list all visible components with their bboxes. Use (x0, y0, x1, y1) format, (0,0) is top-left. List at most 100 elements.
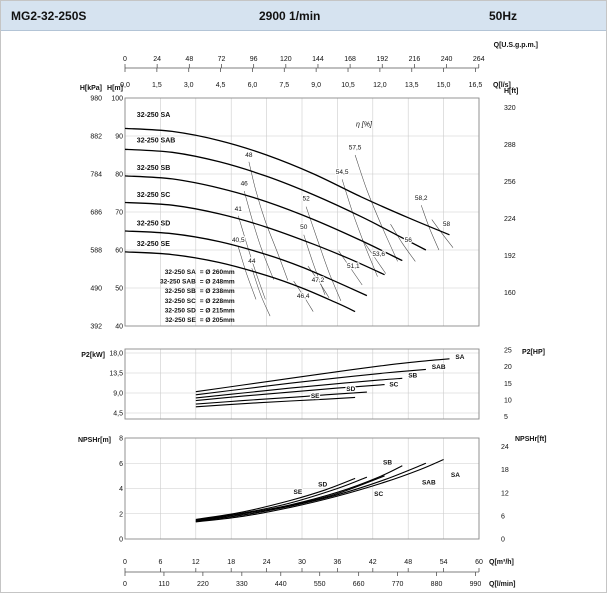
svg-text:5: 5 (504, 414, 508, 421)
svg-text:46: 46 (241, 180, 249, 187)
svg-text:6: 6 (501, 513, 505, 520)
svg-text:0: 0 (123, 56, 127, 63)
svg-text:24: 24 (263, 559, 271, 566)
svg-text:13,5: 13,5 (109, 371, 123, 378)
svg-text:Q[l/min]: Q[l/min] (489, 581, 515, 588)
svg-text:42: 42 (369, 559, 377, 566)
bottom-flow-axes: 0 6 12 18 24 30 36 42 48 54 60 Q[m³/h] 0 110 220 330 440… (123, 559, 515, 588)
svg-text:P2[HP]: P2[HP] (522, 349, 545, 356)
svg-text:18: 18 (227, 559, 235, 566)
svg-text:216: 216 (409, 56, 421, 63)
svg-text:110: 110 (158, 581, 169, 588)
svg-text:550: 550 (314, 581, 326, 588)
svg-text:490: 490 (90, 286, 102, 293)
svg-text:100: 100 (111, 96, 123, 103)
svg-text:18,0: 18,0 (109, 351, 123, 358)
header-bar: MG2-32-250S 2900 1/min 50Hz (1, 1, 606, 31)
svg-text:4,5: 4,5 (216, 82, 226, 89)
svg-text:H[kPa]: H[kPa] (80, 85, 102, 92)
svg-text:32-250 SAB: 32-250 SAB (137, 137, 176, 144)
svg-text:52: 52 (303, 196, 311, 203)
svg-text:SC: SC (389, 381, 398, 388)
svg-text:7,5: 7,5 (279, 82, 289, 89)
svg-text:588: 588 (90, 248, 102, 255)
svg-text:96: 96 (250, 56, 258, 63)
svg-text:256: 256 (504, 179, 516, 186)
svg-text:57,5: 57,5 (349, 144, 362, 151)
svg-text:12,0: 12,0 (373, 82, 387, 89)
svg-text:SAB: SAB (432, 364, 446, 371)
svg-text:56: 56 (405, 237, 413, 244)
p2-curve-SB (195, 377, 403, 399)
svg-text:32-250 SB: 32-250 SB (137, 165, 170, 172)
npsh-curve-SA (195, 458, 444, 523)
svg-text:12: 12 (501, 490, 509, 497)
svg-text:NPSHr[ft]: NPSHr[ft] (515, 436, 547, 443)
svg-text:46,4: 46,4 (297, 293, 310, 300)
svg-text:32-250 SB: 32-250 SB (165, 288, 196, 295)
svg-text:220: 220 (197, 581, 209, 588)
svg-text:SB: SB (408, 372, 417, 379)
svg-text:41: 41 (235, 206, 243, 213)
svg-text:48: 48 (404, 559, 412, 566)
svg-text:72: 72 (218, 56, 226, 63)
svg-text:1,5: 1,5 (152, 82, 162, 89)
p2-curve-SC (195, 384, 385, 402)
svg-text:P2[kW]: P2[kW] (81, 352, 105, 359)
svg-text:18: 18 (501, 467, 509, 474)
svg-text:16,5: 16,5 (469, 82, 483, 89)
svg-text:4,5: 4,5 (113, 411, 123, 418)
svg-text:160: 160 (504, 290, 516, 297)
svg-text:0,0: 0,0 (120, 82, 130, 89)
svg-text:330: 330 (236, 581, 248, 588)
svg-text:3,0: 3,0 (184, 82, 194, 89)
svg-text:12: 12 (192, 559, 200, 566)
svg-text:144: 144 (312, 56, 324, 63)
svg-text:32-250 SC: 32-250 SC (165, 298, 196, 305)
svg-text:770: 770 (392, 581, 404, 588)
svg-text:20: 20 (504, 364, 512, 371)
npsh-chart: NPSHr[m] 8 6 4 2 0 NPSHr[ft] 24 18 12 6 0 SA SAB SB SC S… (78, 436, 547, 544)
svg-text:58,2: 58,2 (415, 195, 428, 202)
svg-text:15,0: 15,0 (437, 82, 451, 89)
svg-text:32-250 SAB: 32-250 SAB (160, 279, 196, 286)
svg-text:47,2: 47,2 (312, 277, 325, 284)
head-flow-chart: H[kPa] H[m] 980 100 882 90 784 80 686 70 588 60 490 5… (80, 85, 519, 331)
svg-text:32-250 SD: 32-250 SD (137, 220, 170, 227)
p2-curve-SE (195, 396, 356, 408)
npsh-curve-SE (195, 477, 356, 520)
hq-curve-32-250 SC (124, 201, 385, 276)
frequency-label: 50Hz (489, 9, 518, 23)
npsh-curve-SAB (195, 462, 427, 522)
svg-text:32-250 SD: 32-250 SD (165, 307, 196, 314)
svg-text:48: 48 (245, 152, 253, 159)
svg-text:0: 0 (501, 537, 505, 544)
svg-text:SA: SA (451, 472, 460, 479)
svg-text:Q[m³/h]: Q[m³/h] (489, 559, 514, 566)
svg-text:10,5: 10,5 (341, 82, 355, 89)
svg-text:6: 6 (158, 559, 162, 566)
svg-text:392: 392 (90, 324, 102, 331)
svg-text:168: 168 (344, 56, 356, 63)
svg-text:H[ft]: H[ft] (504, 88, 518, 95)
svg-text:58: 58 (443, 221, 451, 228)
svg-text:0: 0 (123, 559, 127, 566)
npsh-curve-SC (195, 475, 385, 522)
svg-text:32-250 SE: 32-250 SE (137, 241, 170, 248)
svg-text:880: 880 (431, 581, 443, 588)
npsh-curve-SB (195, 465, 403, 522)
npsh-curve-SD (195, 476, 368, 521)
svg-text:32-250 SE: 32-250 SE (165, 317, 196, 324)
svg-text:= Ø 248mm: = Ø 248mm (200, 279, 235, 286)
svg-text:SB: SB (383, 460, 392, 467)
svg-text:320: 320 (504, 105, 516, 112)
svg-text:660: 660 (353, 581, 365, 588)
svg-text:24: 24 (153, 56, 161, 63)
svg-text:SE: SE (294, 489, 303, 496)
hq-curve-32-250 SB (124, 175, 403, 262)
pump-performance-curves: Q[U.S.g.p.m.]0 24 48 72 96 120 144 168 192 216 240… (78, 42, 547, 588)
pump-speed-label: 2900 1/min (259, 9, 321, 23)
svg-text:54: 54 (440, 559, 448, 566)
svg-text:36: 36 (334, 559, 342, 566)
